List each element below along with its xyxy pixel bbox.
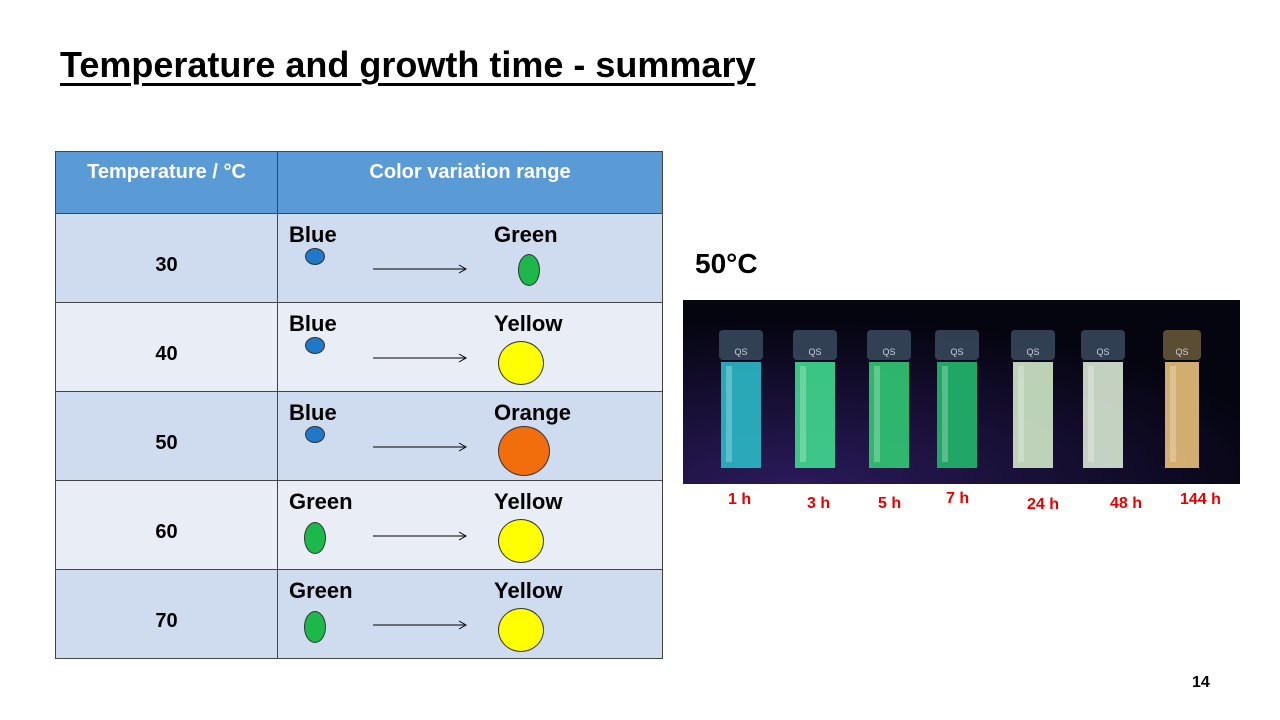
to-color-dot (498, 519, 544, 563)
arrow-icon (373, 353, 468, 363)
time-label: 48 h (1110, 495, 1143, 512)
time-label: 3 h (807, 495, 831, 512)
to-color-dot (498, 341, 544, 385)
cuvette-label: QS (1096, 347, 1109, 357)
to-color-label: Yellow (494, 578, 563, 603)
cuvette-cap (867, 330, 911, 360)
from-color-dot (304, 611, 326, 643)
from-color-dot (305, 337, 325, 354)
cuvette-label: QS (950, 347, 963, 357)
cuvette-label: QS (1175, 347, 1188, 357)
cuvette: QS (935, 330, 979, 468)
cuvette-label: QS (882, 347, 895, 357)
cuvette-cap (719, 330, 763, 360)
cuvette: QS (1081, 330, 1125, 468)
color-range-cell: Green Yellow (277, 569, 663, 659)
summary-table: Temperature / °C Color variation range 3… (55, 151, 663, 659)
to-color-label: Orange (494, 400, 572, 425)
cuvette-cap (1081, 330, 1125, 360)
to-color-dot (518, 254, 540, 286)
cuvette-photo: QS QS QS QS QS QS QS (683, 300, 1240, 484)
cuvette-fluid (795, 362, 835, 468)
cuvette-cap (1163, 330, 1201, 360)
cuvette: QS (793, 330, 837, 468)
temperature-cell: 30 (55, 213, 278, 303)
cuvette-highlight (942, 366, 948, 462)
cuvette-highlight (726, 366, 732, 462)
cuvette-cap (935, 330, 979, 360)
from-color-label: Green (289, 489, 353, 514)
from-color-label: Green (289, 578, 353, 603)
color-range-cell: Blue Green (277, 213, 663, 303)
cuvette-fluid (869, 362, 909, 468)
temperature-cell: 70 (55, 569, 278, 659)
cuvette-highlight (1170, 366, 1176, 462)
table-row: 60 Green Yellow (55, 480, 663, 570)
page-number: 14 (1192, 674, 1210, 691)
from-color-dot (305, 248, 325, 265)
to-color-label: Yellow (494, 489, 563, 514)
photo-heading: 50°C (695, 248, 758, 279)
temperature-cell: 50 (55, 391, 278, 481)
table-row: 40 Blue Yellow (55, 302, 663, 392)
time-label: 144 h (1180, 491, 1221, 508)
slide-title: Temperature and growth time - summary (60, 44, 756, 85)
temperature-cell: 60 (55, 480, 278, 570)
to-color-dot (498, 608, 544, 652)
arrow-icon (373, 531, 468, 541)
cuvette-fluid (1083, 362, 1123, 468)
cuvette-label: QS (734, 347, 747, 357)
cuvette: QS (1011, 330, 1055, 468)
cuvette-label: QS (1026, 347, 1039, 357)
to-color-dot (498, 426, 550, 476)
arrow-icon (373, 620, 468, 630)
arrow-icon (373, 442, 468, 452)
to-color-label: Green (494, 222, 558, 247)
cuvette-fluid (1013, 362, 1053, 468)
color-range-cell: Blue Yellow (277, 302, 663, 392)
time-label: 1 h (728, 491, 752, 508)
to-color-label: Yellow (494, 311, 563, 336)
table-row: 50 Blue Orange (55, 391, 663, 481)
cuvette-fluid (721, 362, 761, 468)
cuvette-highlight (800, 366, 806, 462)
header-color-range: Color variation range (277, 151, 663, 214)
table-row: 30 Blue Green (55, 213, 663, 303)
cuvette: QS (719, 330, 763, 468)
color-range-cell: Blue Orange (277, 391, 663, 481)
temperature-cell: 40 (55, 302, 278, 392)
arrow-icon (373, 264, 468, 274)
cuvette-highlight (1088, 366, 1094, 462)
cuvette-highlight (874, 366, 880, 462)
from-color-dot (305, 426, 325, 443)
cuvette-label: QS (808, 347, 821, 357)
from-color-dot (304, 522, 326, 554)
cuvette-fluid (937, 362, 977, 468)
from-color-label: Blue (289, 311, 337, 336)
cuvette-cap (1011, 330, 1055, 360)
cuvette-cap (793, 330, 837, 360)
cuvette: QS (1163, 330, 1201, 468)
table-header-row: Temperature / °C Color variation range (55, 151, 663, 214)
table-row: 70 Green Yellow (55, 569, 663, 659)
cuvette-fluid (1165, 362, 1199, 468)
time-label: 7 h (946, 490, 970, 507)
time-label: 24 h (1027, 496, 1060, 513)
time-label: 5 h (878, 495, 902, 512)
cuvette-highlight (1018, 366, 1024, 462)
from-color-label: Blue (289, 222, 337, 247)
color-range-cell: Green Yellow (277, 480, 663, 570)
from-color-label: Blue (289, 400, 337, 425)
header-temperature: Temperature / °C (55, 151, 278, 214)
cuvette: QS (867, 330, 911, 468)
